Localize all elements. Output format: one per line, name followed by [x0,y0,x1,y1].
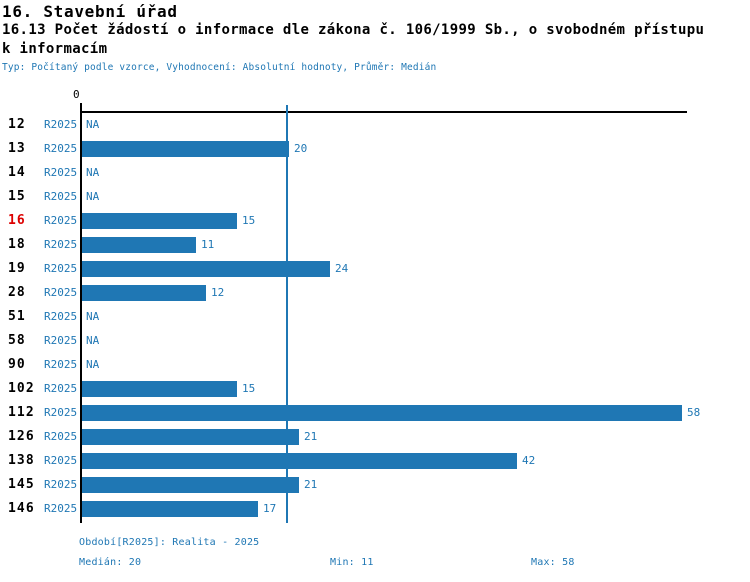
value-bar [82,501,258,517]
bar-value-label: 11 [201,238,215,251]
row-na-label: NA [86,166,100,179]
row-series-label: R2025 [44,214,78,227]
row-series-label: R2025 [44,478,78,491]
bar-value-label: 12 [211,286,225,299]
row-series-label: R2025 [44,454,78,467]
row-category-label: 19 [8,261,26,276]
footer-max-label: Max: 58 [531,557,575,568]
row-series-label: R2025 [44,118,78,131]
chart-row: 112 R2025 58 [0,401,750,425]
footer-period-label: Období[R2025]: Realita - 2025 [79,537,260,548]
indicator-title-line-2: k informacím [2,41,108,57]
chart-row: 13 R2025 20 [0,137,750,161]
row-category-label: 146 [8,501,35,516]
bar-value-label: 21 [304,478,318,491]
chart-row: 12 R2025 NA [0,113,750,137]
chart-row: 146 R2025 17 [0,497,750,521]
y-axis-line [80,103,82,523]
median-reference-line [286,105,288,523]
row-series-label: R2025 [44,382,78,395]
row-series-label: R2025 [44,262,78,275]
row-na-label: NA [86,118,100,131]
row-category-label: 14 [8,165,26,180]
value-bar [82,453,517,469]
chart-row: 15 R2025 NA [0,185,750,209]
indicator-meta-line: Typ: Počítaný podle vzorce, Vyhodnocení:… [2,62,437,73]
value-bar [82,405,682,421]
row-series-label: R2025 [44,430,78,443]
row-category-label: 145 [8,477,35,492]
value-bar [82,141,289,157]
row-category-label: 18 [8,237,26,252]
row-category-label: 112 [8,405,35,420]
x-axis-zero-tick-label: 0 [73,88,80,101]
row-series-label: R2025 [44,406,78,419]
value-bar [82,477,299,493]
chart-row: 126 R2025 21 [0,425,750,449]
bar-value-label: 15 [242,214,256,227]
chart-row: 28 R2025 12 [0,281,750,305]
chart-row: 16 R2025 15 [0,209,750,233]
row-series-label: R2025 [44,502,78,515]
row-category-label: 16 [8,213,26,228]
footer-median-label: Medián: 20 [79,557,142,568]
chart-row: 14 R2025 NA [0,161,750,185]
row-category-label: 28 [8,285,26,300]
row-category-label: 102 [8,381,35,396]
chart-row: 18 R2025 11 [0,233,750,257]
bar-value-label: 21 [304,430,318,443]
bar-value-label: 15 [242,382,256,395]
chart-row: 138 R2025 42 [0,449,750,473]
chart-row: 51 R2025 NA [0,305,750,329]
row-series-label: R2025 [44,358,78,371]
row-na-label: NA [86,358,100,371]
chart-row: 58 R2025 NA [0,329,750,353]
row-series-label: R2025 [44,238,78,251]
chart-row: 19 R2025 24 [0,257,750,281]
row-na-label: NA [86,190,100,203]
row-series-label: R2025 [44,166,78,179]
value-bar [82,237,196,253]
chart-row: 102 R2025 15 [0,377,750,401]
row-category-label: 12 [8,117,26,132]
bar-value-label: 24 [335,262,349,275]
row-series-label: R2025 [44,286,78,299]
value-bar [82,381,237,397]
value-bar [82,285,206,301]
indicator-title-line-1: 16.13 Počet žádostí o informace dle záko… [2,22,705,38]
row-category-label: 51 [8,309,26,324]
bar-value-label: 58 [687,406,701,419]
value-bar [82,261,330,277]
value-bar [82,429,299,445]
bar-chart-rows: 12 R2025 NA 13 R2025 20 14 R2025 NA 15 R2025 NA 16 R2… [0,113,750,521]
section-title: 16. Stavební úřad [2,2,178,21]
x-axis-line [80,111,687,113]
chart-row: 90 R2025 NA [0,353,750,377]
row-series-label: R2025 [44,334,78,347]
value-bar [82,213,237,229]
row-category-label: 15 [8,189,26,204]
row-category-label: 90 [8,357,26,372]
footer-min-label: Min: 11 [330,557,374,568]
bar-value-label: 17 [263,502,277,515]
row-category-label: 138 [8,453,35,468]
row-category-label: 13 [8,141,26,156]
row-na-label: NA [86,310,100,323]
row-series-label: R2025 [44,190,78,203]
row-series-label: R2025 [44,310,78,323]
bar-value-label: 42 [522,454,536,467]
row-na-label: NA [86,334,100,347]
row-category-label: 126 [8,429,35,444]
chart-row: 145 R2025 21 [0,473,750,497]
row-category-label: 58 [8,333,26,348]
bar-value-label: 20 [294,142,308,155]
row-series-label: R2025 [44,142,78,155]
